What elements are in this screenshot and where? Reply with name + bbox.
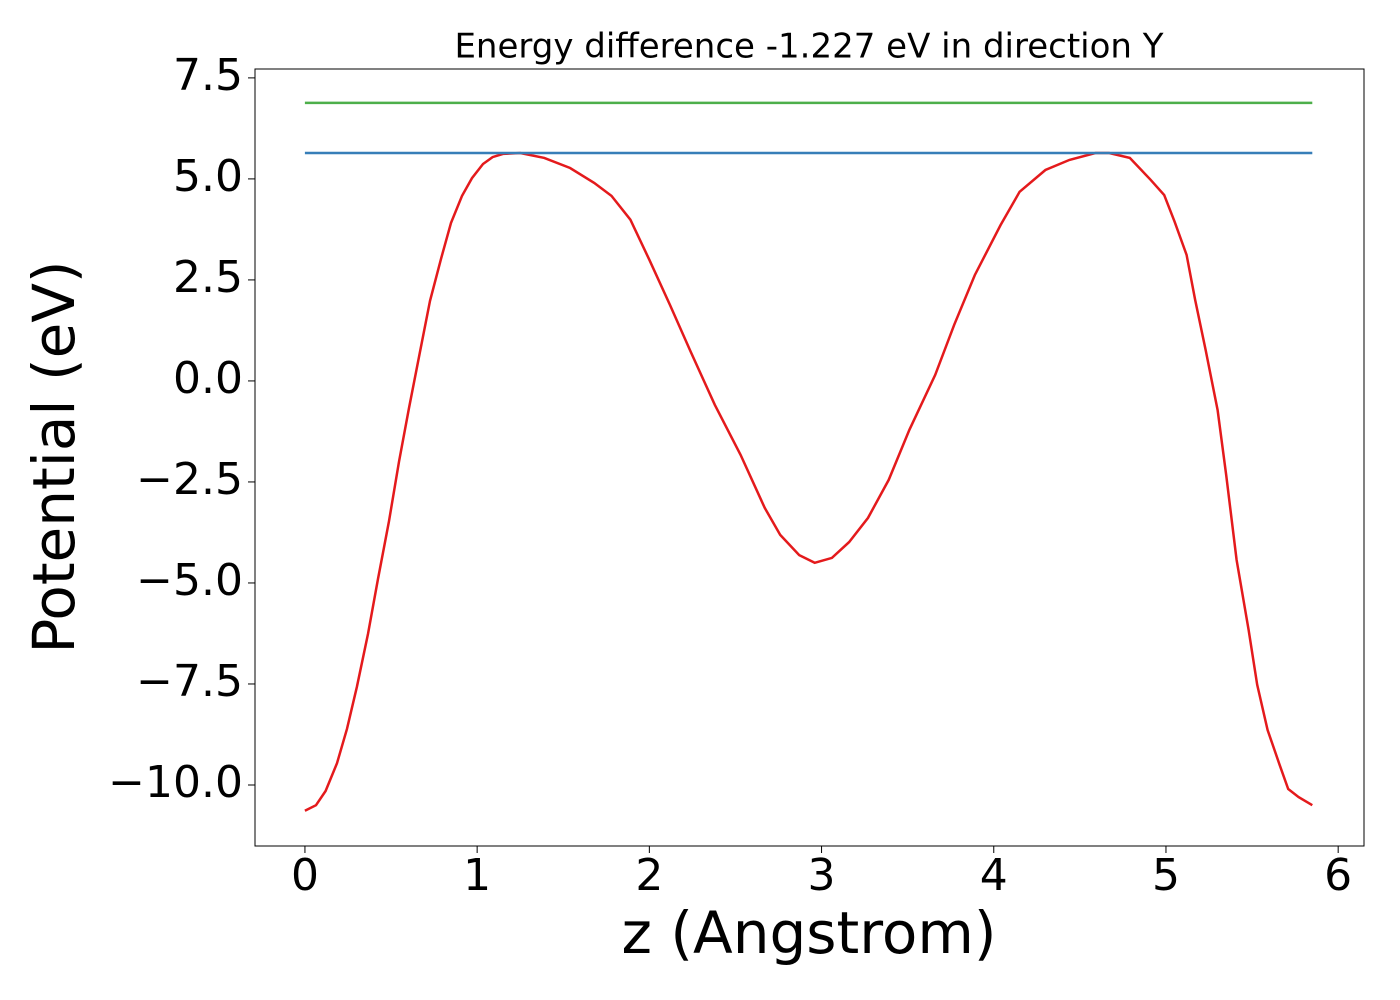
y-axis-label: Potential (eV) bbox=[20, 260, 88, 653]
y-tick-label: 2.5 bbox=[173, 252, 243, 303]
y-tick-label: 0.0 bbox=[173, 353, 243, 404]
y-tick-label: 5.0 bbox=[173, 151, 243, 202]
y-tick-label: −2.5 bbox=[136, 454, 243, 505]
x-tick-label: 3 bbox=[808, 850, 836, 901]
x-tick-label: 0 bbox=[291, 850, 319, 901]
line-series bbox=[304, 151, 1313, 812]
x-tick-label: 6 bbox=[1324, 850, 1352, 901]
x-tick-label: 2 bbox=[635, 850, 663, 901]
plot-frame bbox=[254, 68, 1365, 847]
y-tick-label: 7.5 bbox=[173, 50, 243, 101]
chart-title: Energy difference -1.227 eV in direction… bbox=[454, 27, 1163, 67]
y-tick-label: −5.0 bbox=[136, 555, 243, 606]
x-tick-label: 5 bbox=[1152, 850, 1180, 901]
x-tick-label: 4 bbox=[980, 850, 1008, 901]
x-axis-label: z (Angstrom) bbox=[622, 899, 997, 967]
y-tick-label: −10.0 bbox=[108, 757, 243, 808]
y-tick-label: −7.5 bbox=[136, 656, 243, 707]
x-tick-label: 1 bbox=[463, 850, 491, 901]
